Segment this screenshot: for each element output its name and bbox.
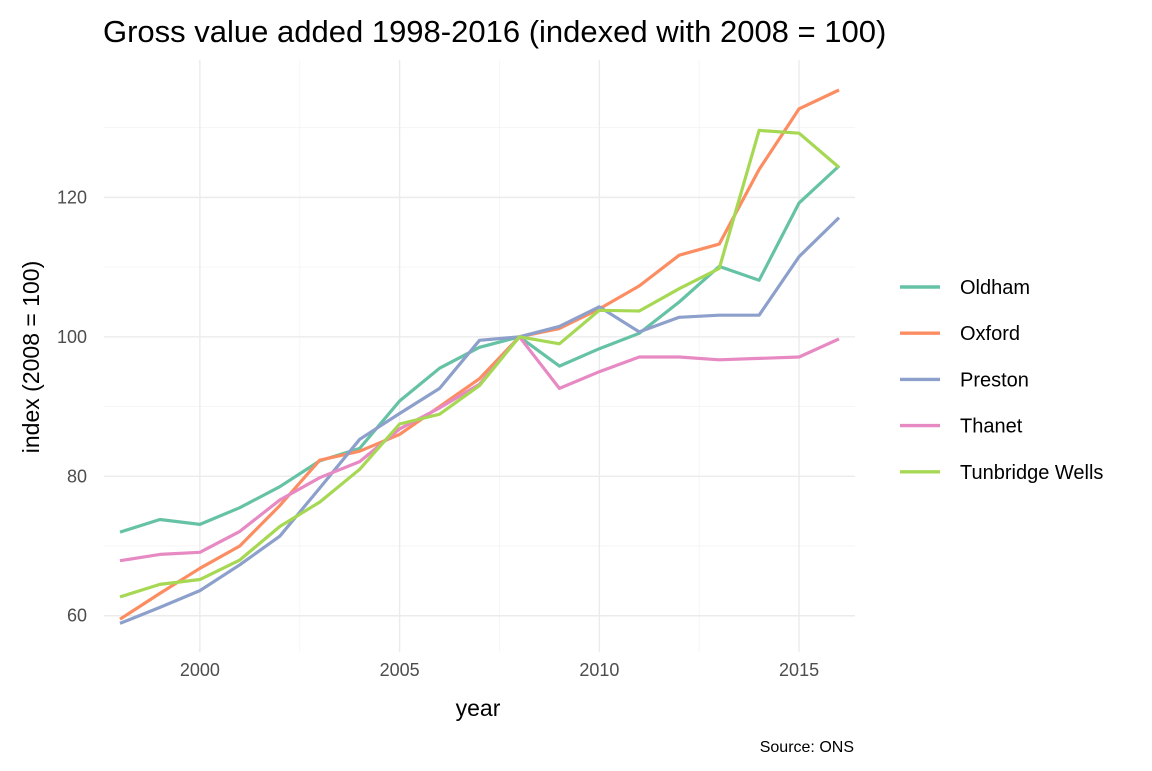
x-tick-label: 2000 xyxy=(180,660,220,680)
y-tick-label: 120 xyxy=(57,187,87,207)
legend: Oldham Oxford Preston Thanet Tunbridge Wells xyxy=(900,277,1103,484)
legend-label-oxford: Oxford xyxy=(960,323,1020,345)
y-tick-label: 100 xyxy=(57,327,87,347)
source-caption: Source: ONS xyxy=(760,739,854,756)
y-axis-title: index (2008 = 100) xyxy=(18,261,44,453)
legend-label-preston: Preston xyxy=(960,369,1029,391)
x-axis-title: year xyxy=(456,695,501,721)
y-tick-label: 60 xyxy=(67,606,87,626)
plot-grid xyxy=(104,60,855,652)
series-line-thanet xyxy=(119,335,840,563)
y-tick-label: 80 xyxy=(67,466,87,486)
series-line-preston xyxy=(119,216,841,625)
legend-label-oldham: Oldham xyxy=(960,277,1030,299)
legend-label-thanet: Thanet xyxy=(960,416,1023,438)
series-line-tunbridge-wells xyxy=(119,128,841,599)
x-tick-label: 2005 xyxy=(380,660,420,680)
x-axis-ticks: 2000 2005 2010 2015 xyxy=(180,660,819,680)
chart-title: Gross value added 1998-2016 (indexed wit… xyxy=(103,14,886,49)
series-line-oxford xyxy=(119,88,840,621)
series-lines xyxy=(119,88,841,625)
x-tick-label: 2015 xyxy=(779,660,819,680)
legend-label-tunbridge-wells: Tunbridge Wells xyxy=(960,462,1103,484)
y-axis-ticks: 60 80 100 120 xyxy=(57,187,87,625)
x-tick-label: 2010 xyxy=(579,660,619,680)
